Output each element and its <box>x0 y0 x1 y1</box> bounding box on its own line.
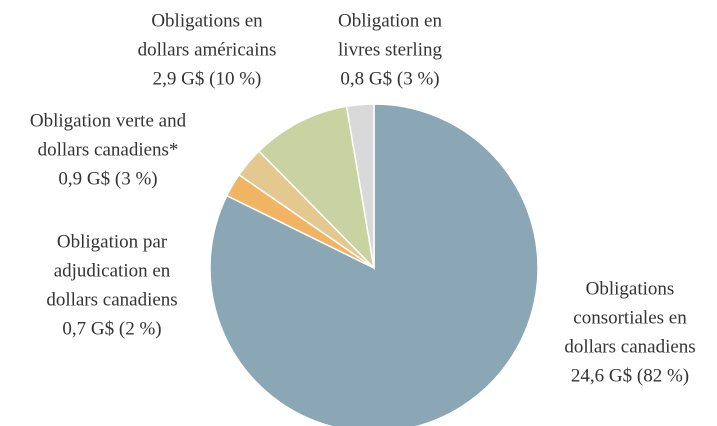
pie-slice <box>209 103 539 426</box>
slice-label: Obligation verte and <box>30 110 187 131</box>
value-label: 0,7 G$ (2 %) <box>62 318 161 339</box>
slice-label: Obligation en <box>338 10 442 31</box>
pie-slice <box>345 103 375 269</box>
slice-label: dollars canadiens* <box>38 139 179 160</box>
slice-label: consortiales en <box>573 307 687 328</box>
value-label: 0,8 G$ (3 %) <box>340 68 439 89</box>
slice-label: Obligation par <box>57 231 168 252</box>
value-label: 2,9 G$ (10 %) <box>153 68 262 89</box>
slice-label: dollars canadiens <box>46 289 177 310</box>
slice-label: dollars américains <box>138 39 277 60</box>
slice-label: adjudication en <box>54 260 171 281</box>
pie-slice <box>257 105 376 271</box>
slice-label: Obligations <box>586 278 675 299</box>
value-label: 24,6 G$ (82 %) <box>571 365 689 386</box>
value-label: 0,9 G$ (3 %) <box>58 168 157 189</box>
slice-label: livres sterling <box>338 39 442 60</box>
slice-label: dollars canadiens <box>564 336 695 357</box>
slice-label: Obligations en <box>151 10 263 31</box>
